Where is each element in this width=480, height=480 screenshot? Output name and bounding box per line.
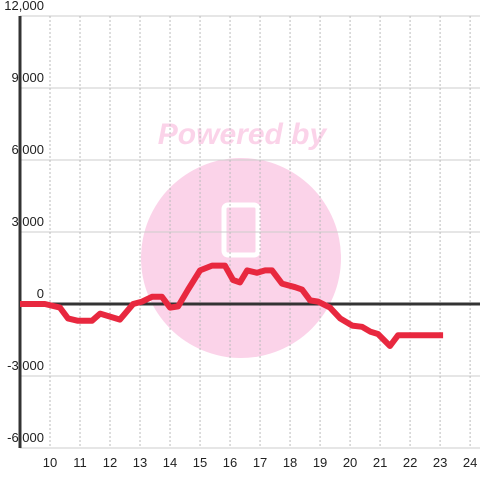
x-tick-label: 12 xyxy=(103,455,117,470)
watermark-icon xyxy=(221,202,261,258)
x-tick-label: 18 xyxy=(283,455,297,470)
x-tick-label: 19 xyxy=(313,455,327,470)
x-tick-label: 11 xyxy=(73,455,87,470)
watermark-logo xyxy=(141,158,341,358)
y-tick-label: 0 xyxy=(37,286,44,301)
y-tick-label: 3,000 xyxy=(11,214,44,229)
watermark: Powered by xyxy=(158,118,328,151)
x-tick-label: 22 xyxy=(403,455,417,470)
y-tick-label: 9,000 xyxy=(11,70,44,85)
x-tick-label: 23 xyxy=(433,455,447,470)
line-series xyxy=(20,262,444,349)
x-tick-label: 13 xyxy=(133,455,147,470)
x-tick-label: 20 xyxy=(343,455,357,470)
x-tick-label: 16 xyxy=(223,455,237,470)
x-tick-label: 10 xyxy=(43,455,57,470)
y-tick-label: -6,000 xyxy=(7,430,44,445)
x-tick-label: 21 xyxy=(373,455,387,470)
y-tick-label: 6,000 xyxy=(11,142,44,157)
y-tick-label: 12,000 xyxy=(4,0,44,13)
y-tick-label: -3,000 xyxy=(7,358,44,373)
x-tick-label: 14 xyxy=(163,455,177,470)
x-tick-label: 24 xyxy=(463,455,477,470)
x-tick-label: 17 xyxy=(253,455,267,470)
x-tick-label: 15 xyxy=(193,455,207,470)
